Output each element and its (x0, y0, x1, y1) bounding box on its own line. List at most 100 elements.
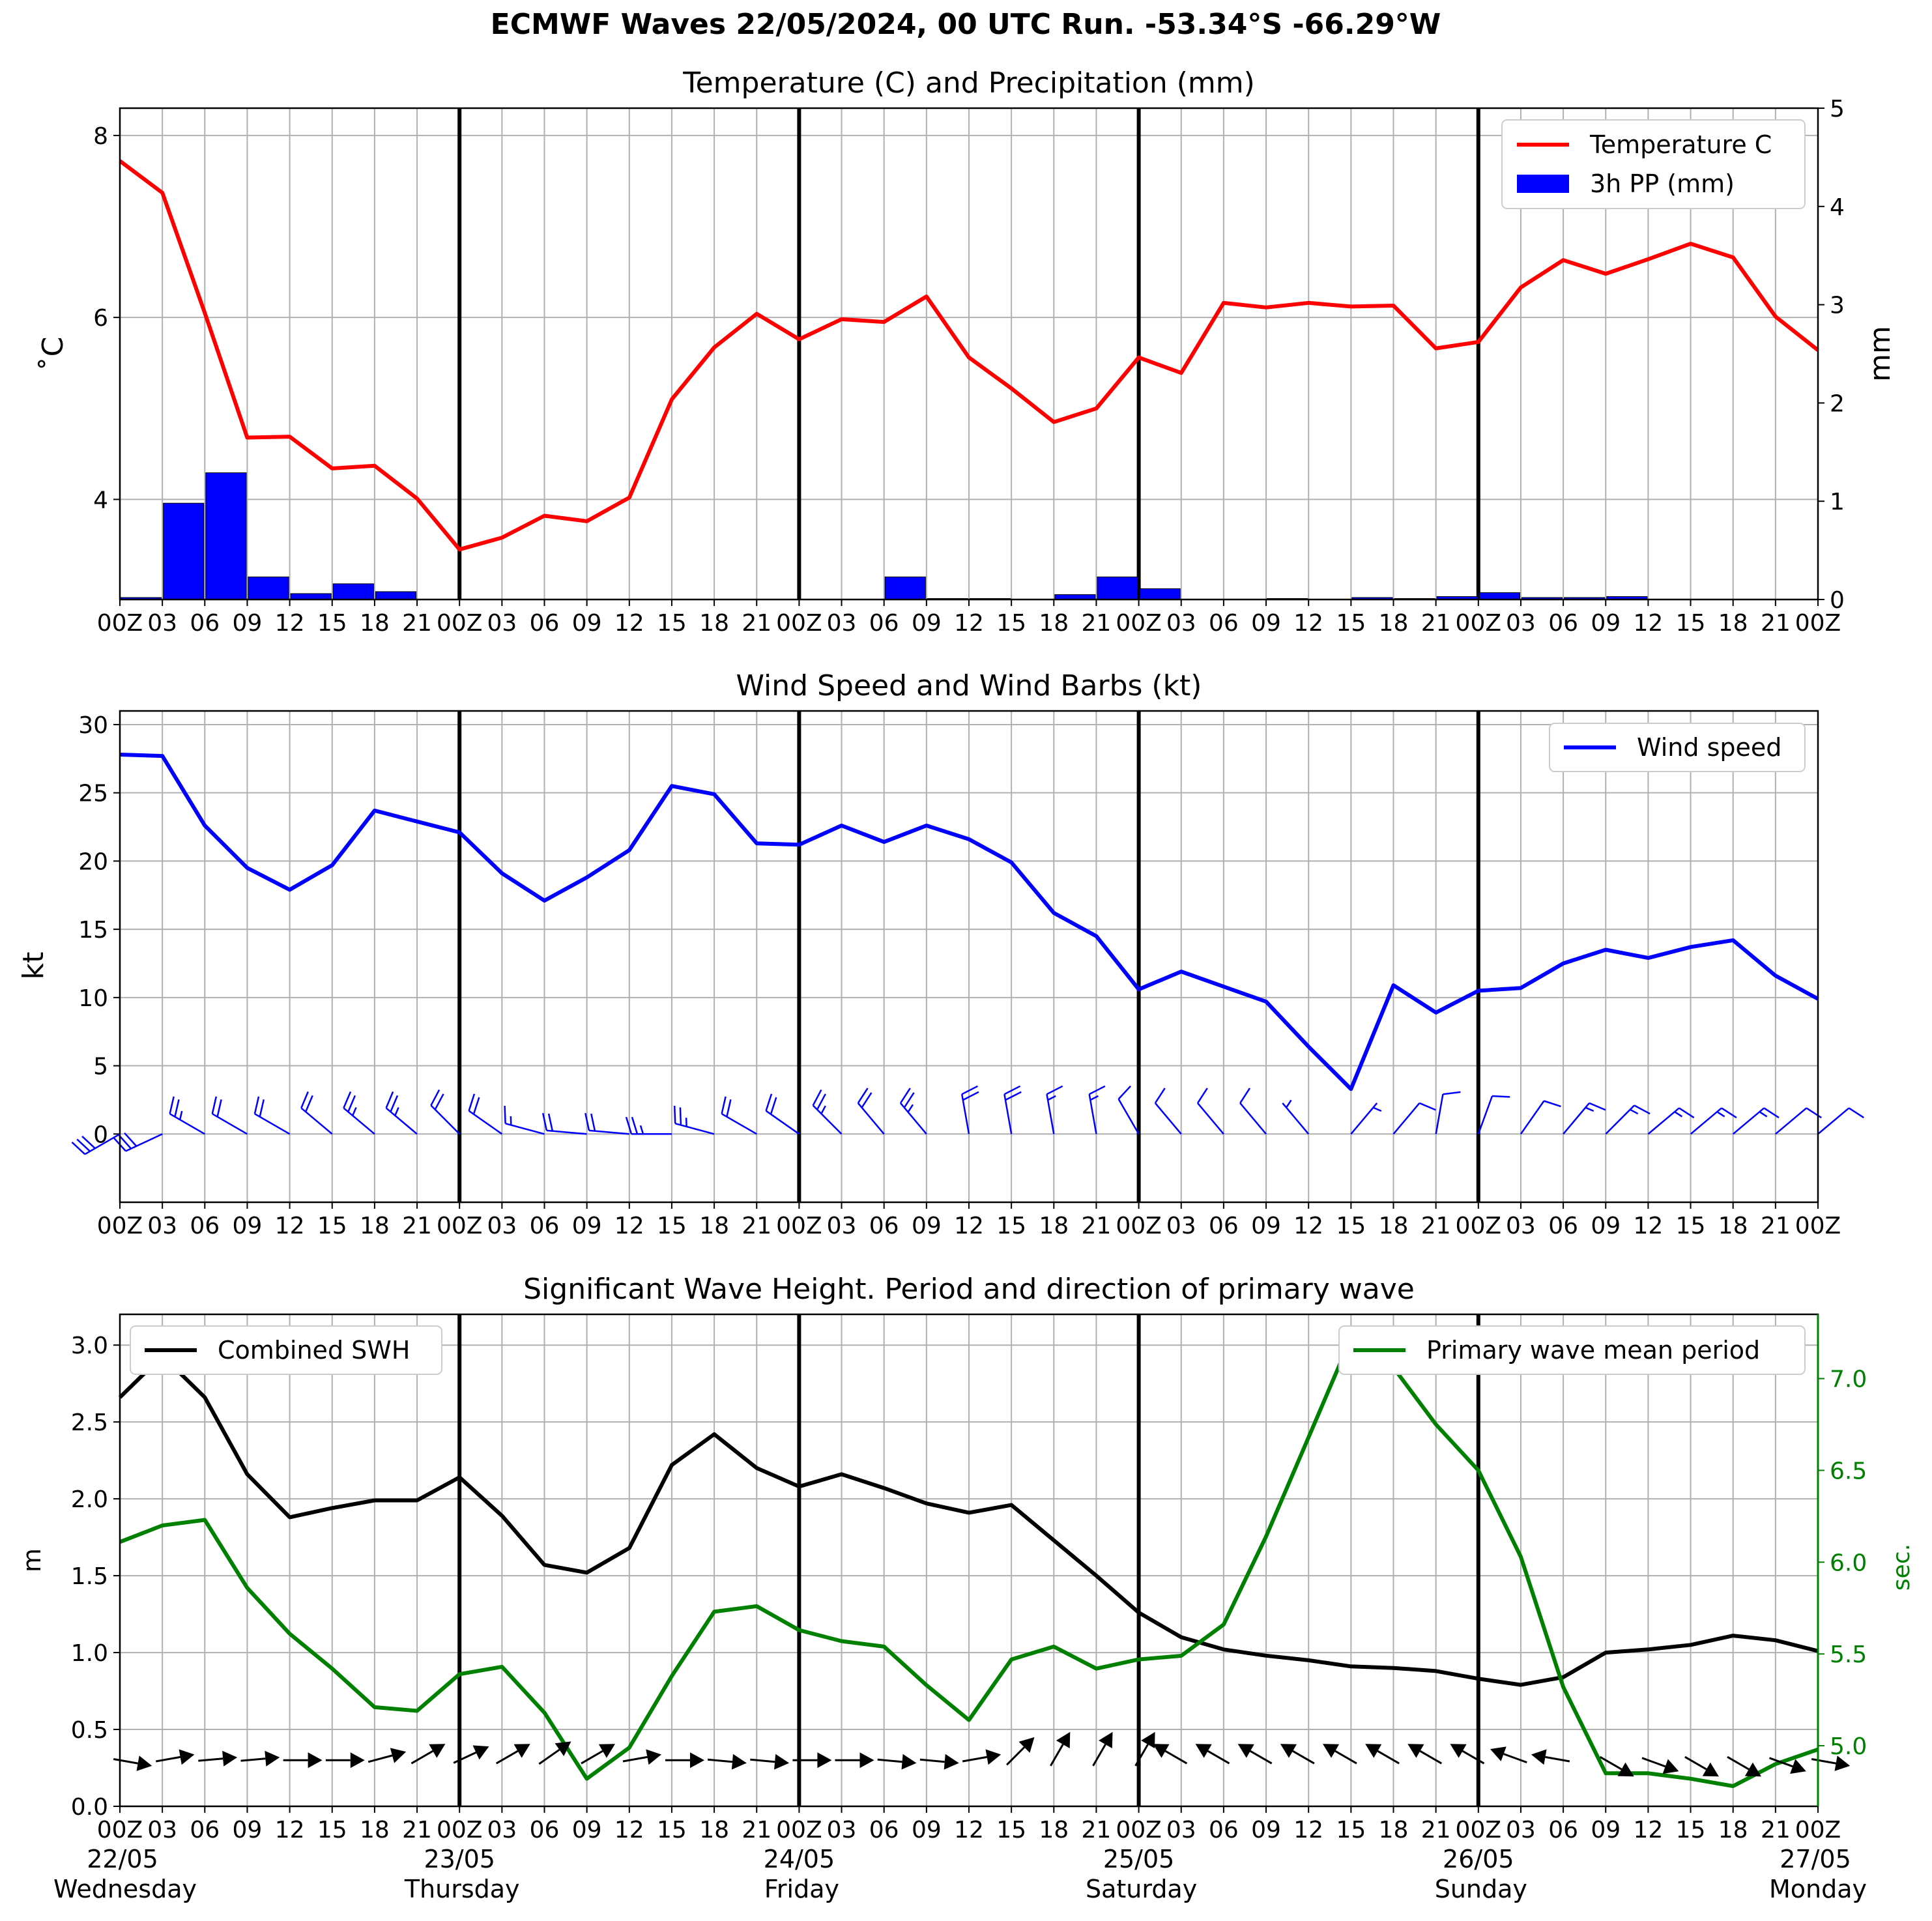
panel-title: Significant Wave Height. Period and dire… (523, 1273, 1415, 1306)
grid-lines (119, 711, 1819, 1202)
legend-box (1501, 119, 1806, 209)
wave-direction-arrow-shaft (1334, 1750, 1357, 1765)
wave-direction-arrow-shaft (877, 1758, 902, 1763)
wave-direction-arrow-head (1407, 1744, 1424, 1758)
y2-tick-label: 5.5 (1830, 1641, 1867, 1668)
wind-barb (430, 1089, 461, 1135)
wave-direction-arrow-head (1790, 1759, 1806, 1774)
day-name-label: Monday (1769, 1875, 1867, 1903)
wind-barb (541, 1113, 587, 1135)
x-tick-label: 09 (233, 1213, 263, 1239)
x-tick-label: 12 (1293, 1817, 1323, 1843)
wind-barb (113, 1132, 163, 1152)
wind-barb (211, 1096, 248, 1135)
grid-lines (119, 1314, 1819, 1807)
wave-direction-arrow-head (901, 1754, 917, 1770)
x-tick-label: 09 (1251, 1817, 1281, 1843)
wave-direction-arrow-shaft (1462, 1750, 1485, 1765)
x-tick-label: 18 (1718, 610, 1748, 637)
wave-direction-arrow-shaft (1292, 1750, 1315, 1765)
x-tick-label: 21 (402, 1817, 432, 1843)
y-tick-label: 2.5 (71, 1409, 108, 1436)
y2-tick-label: 2 (1830, 390, 1845, 417)
wind-barb (169, 1096, 205, 1135)
wave-direction-arrow-head (817, 1752, 832, 1769)
wave-direction-arrow-shaft (1050, 1744, 1064, 1767)
wind-barb (1732, 1107, 1780, 1135)
wave-direction-arrow-head (1237, 1744, 1254, 1758)
x-tick-label: 09 (1591, 610, 1621, 637)
x-tick-label: 21 (1761, 610, 1791, 637)
swh-line (118, 1353, 1819, 1687)
wind-barb (899, 1088, 927, 1135)
x-tick-label: 03 (1166, 610, 1196, 637)
x-tick-label: 06 (869, 1817, 899, 1843)
x-tick-label: 15 (657, 1213, 687, 1239)
wave-direction-arrows (113, 1731, 1851, 1777)
wave-direction-arrow-head (1365, 1744, 1382, 1758)
wave-direction-arrow-head (985, 1749, 1002, 1765)
x-tick-label: 15 (657, 610, 687, 637)
precip-bar (205, 472, 247, 600)
y-tick-label: 3.0 (71, 1333, 108, 1359)
x-tick-label: 21 (1421, 1817, 1451, 1843)
wave-direction-arrow-head (513, 1744, 530, 1758)
legend-label-swh: Combined SWH (218, 1336, 410, 1365)
x-tick-label: 18 (360, 1817, 390, 1843)
y-tick-label: 2.0 (71, 1486, 108, 1513)
x-tick-label: 21 (1082, 1817, 1112, 1843)
x-tick-label: 18 (1379, 1817, 1409, 1843)
x-tick-label: 06 (869, 1213, 899, 1239)
y2-axis-label: mm (1864, 326, 1897, 382)
wind-barb (504, 1105, 545, 1135)
x-tick-label: 18 (1039, 610, 1069, 637)
y2-tick-label: 1 (1830, 489, 1845, 515)
wind-barb (1435, 1091, 1461, 1134)
x-tick-label: 15 (1676, 1213, 1706, 1239)
x-tick-label: 21 (402, 1213, 432, 1239)
y-tick-label: 6 (93, 305, 108, 332)
wave-direction-arrow-shaft (1006, 1746, 1025, 1766)
x-tick-label: 00Z (776, 610, 822, 637)
x-tick-label: 15 (317, 610, 347, 637)
precip-bar (332, 583, 374, 600)
wave-direction-arrow-shaft (622, 1755, 648, 1763)
x-tick-label: 06 (190, 610, 220, 637)
x-tick-label: 06 (1209, 1817, 1239, 1843)
x-tick-label: 06 (1209, 1213, 1239, 1239)
x-tick-label: 18 (1718, 1213, 1748, 1239)
wave-direction-arrow-shaft (1164, 1750, 1188, 1765)
wave-direction-arrow-shaft (1545, 1755, 1570, 1763)
x-tick-label: 12 (275, 610, 305, 637)
wave-direction-arrow-head (774, 1754, 790, 1770)
wind-barb (253, 1096, 291, 1135)
wave-direction-arrow-shaft (1134, 1744, 1149, 1767)
x-tick-label: 06 (190, 1213, 220, 1239)
y-tick-label: 20 (78, 848, 108, 875)
wind-barb (1350, 1102, 1382, 1135)
x-tick-label: 09 (1251, 1213, 1281, 1239)
x-tick-label: 09 (1251, 610, 1281, 637)
y-axis-label: ˚C (36, 337, 70, 371)
wave-direction-arrow-head (429, 1744, 446, 1758)
day-name-label: Saturday (1086, 1875, 1197, 1903)
y-tick-label: 1.5 (71, 1563, 108, 1590)
x-tick-label: 00Z (1795, 1213, 1841, 1239)
x-tick-label: 21 (1761, 1817, 1791, 1843)
x-tick-label: 15 (317, 1817, 347, 1843)
wind-barb (1690, 1107, 1737, 1135)
x-tick-label: 09 (233, 610, 263, 637)
wave-direction-arrow-head (1195, 1744, 1212, 1758)
x-tick-label: 21 (1421, 610, 1451, 637)
day-date-label: 26/05 (1443, 1845, 1514, 1873)
wave-direction-arrow-head (179, 1749, 195, 1765)
x-tick-label: 06 (1548, 1213, 1578, 1239)
day-date-label: 27/05 (1780, 1845, 1851, 1873)
x-tick-label: 09 (572, 1213, 602, 1239)
wave-direction-arrow-shaft (156, 1755, 180, 1763)
precip-bar (884, 576, 926, 600)
wind-speed-line (119, 753, 1819, 1091)
x-tick-label: 00Z (1456, 1213, 1501, 1239)
wind-barb (1520, 1100, 1561, 1135)
